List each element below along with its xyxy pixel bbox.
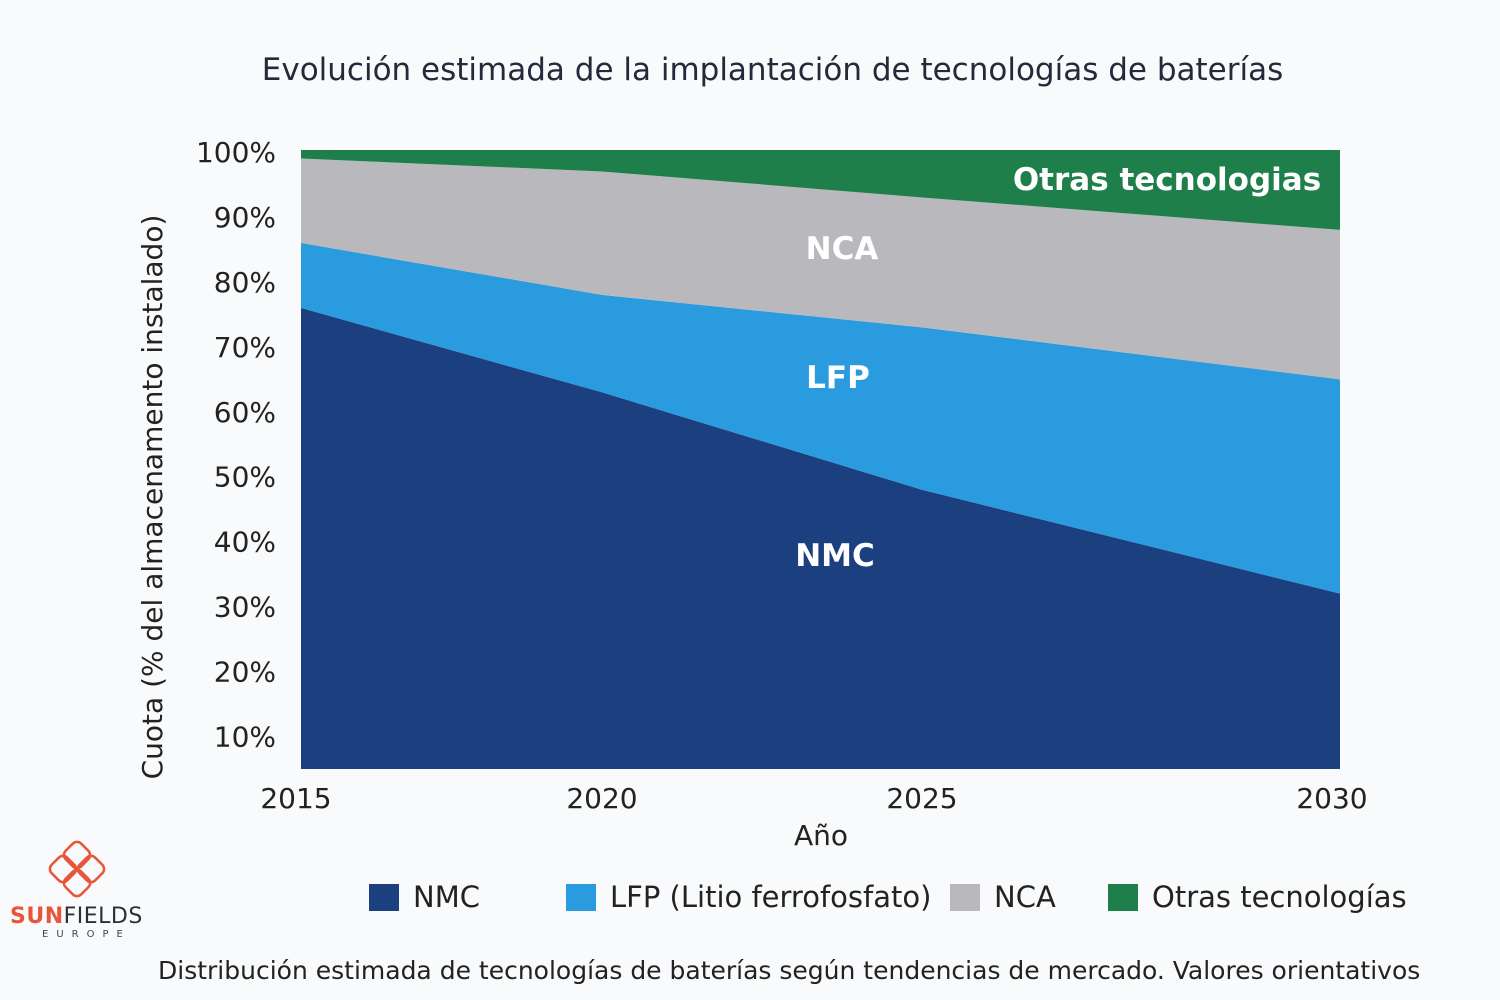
- x-tick-label: 2030: [1296, 782, 1367, 815]
- x-tick-label: 2025: [886, 782, 957, 815]
- y-tick-label: 30%: [214, 591, 276, 624]
- legend-label: LFP (Litio ferrofosfato): [610, 880, 932, 914]
- area-label-lfp: LFP: [806, 360, 870, 396]
- legend-swatch: [566, 883, 596, 911]
- footnote: Distribución estimada de tecnologías de …: [158, 956, 1421, 985]
- y-tick-label: 10%: [214, 721, 276, 754]
- y-tick-label: 80%: [214, 266, 276, 299]
- logo-flower-icon: [48, 840, 106, 898]
- area-label-nca: NCA: [806, 231, 879, 267]
- area-label-nmc: NMC: [795, 538, 875, 574]
- y-tick-label: 70%: [214, 331, 276, 364]
- y-tick-label: 60%: [214, 396, 276, 429]
- legend-label: NMC: [413, 880, 480, 914]
- logo-subtext: EUROPE: [42, 929, 131, 940]
- legend-swatch: [950, 883, 980, 911]
- y-tick-label: 20%: [214, 656, 276, 689]
- area-label-otras: Otras tecnologias: [1013, 162, 1321, 198]
- x-tick-label: 2020: [566, 782, 637, 815]
- area-nca: [301, 158, 1340, 380]
- legend-label: Otras tecnologías: [1152, 880, 1407, 914]
- y-tick-label: 90%: [214, 201, 276, 234]
- legend-swatch: [369, 883, 399, 911]
- x-tick-label: 2015: [260, 782, 331, 815]
- x-axis-label: Año: [794, 819, 848, 852]
- area-lfp: [301, 242, 1340, 594]
- logo-text-fields: FIELDS: [63, 904, 143, 929]
- chart-title: Evolución estimada de la implantación de…: [261, 52, 1284, 88]
- legend-item-otras: Otras tecnologías: [1108, 880, 1407, 914]
- legend-item-nmc: NMC: [369, 880, 480, 914]
- y-tick-label: 40%: [214, 526, 276, 559]
- sunfields-logo: SUNFIELDS EUROPE: [10, 838, 160, 940]
- legend-item-nca: NCA: [950, 880, 1056, 914]
- area-nmc: [301, 307, 1340, 769]
- y-tick-label: 100%: [196, 136, 276, 169]
- legend-swatch: [1108, 883, 1138, 911]
- logo-text-sun: SUN: [10, 904, 64, 929]
- legend-label: NCA: [994, 880, 1056, 914]
- area-otras: [301, 150, 1340, 230]
- y-axis-label: Cuota (% del almacenamento instalado): [136, 215, 169, 780]
- y-tick-label: 50%: [214, 461, 276, 494]
- legend-item-lfp: LFP (Litio ferrofosfato): [566, 880, 931, 914]
